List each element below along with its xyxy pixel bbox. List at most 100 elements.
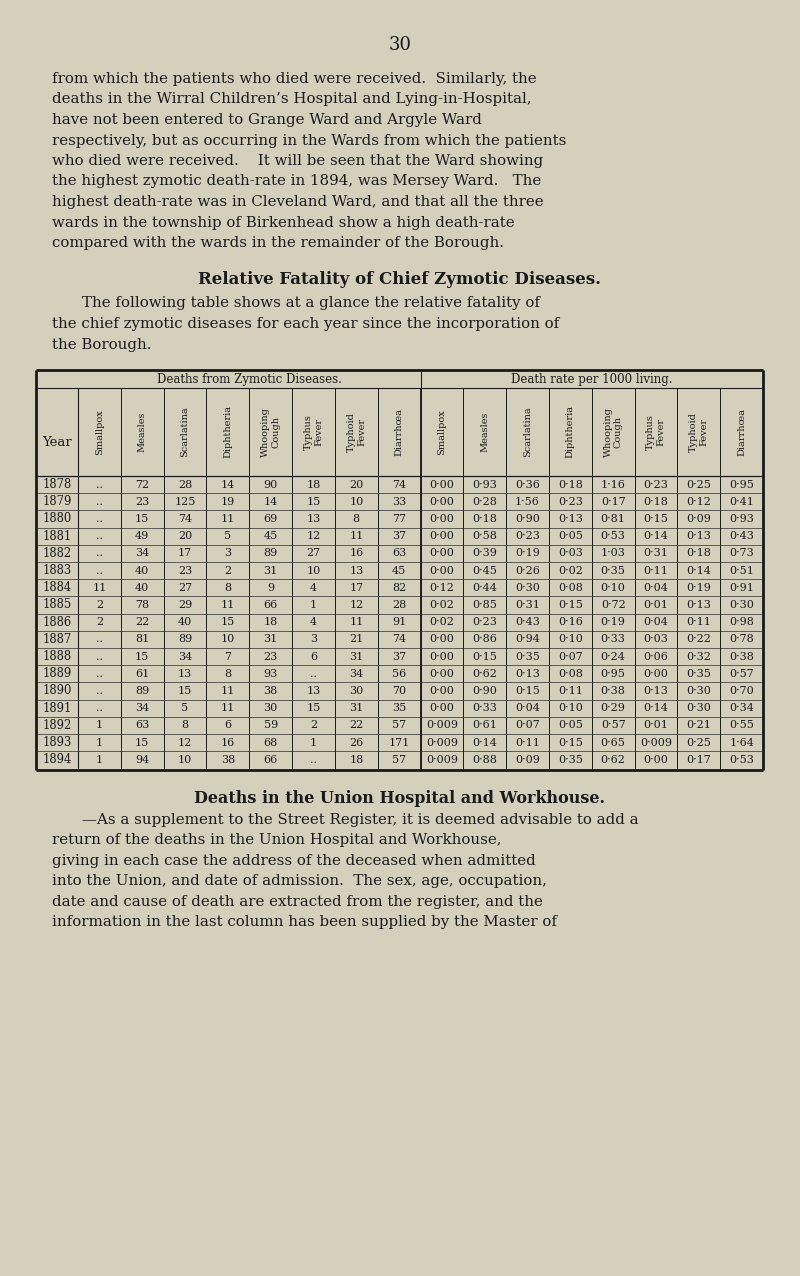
- Text: ..: ..: [310, 755, 317, 764]
- Text: 0·90: 0·90: [515, 514, 540, 524]
- Text: 28: 28: [178, 480, 192, 490]
- Text: 0·70: 0·70: [730, 686, 754, 695]
- Text: 30: 30: [263, 703, 278, 713]
- Text: 29: 29: [178, 600, 192, 610]
- Text: 0·10: 0·10: [601, 583, 626, 593]
- Text: 0·35: 0·35: [686, 669, 711, 679]
- Text: 2: 2: [96, 618, 103, 628]
- Text: giving in each case the address of the deceased when admitted: giving in each case the address of the d…: [52, 854, 536, 868]
- Text: 74: 74: [178, 514, 192, 524]
- Text: 0·03: 0·03: [558, 549, 582, 559]
- Text: 0·57: 0·57: [601, 721, 626, 730]
- Text: 0·02: 0·02: [430, 618, 454, 628]
- Text: 0·11: 0·11: [558, 686, 582, 695]
- Text: 0·35: 0·35: [515, 652, 540, 661]
- Text: 0·93: 0·93: [729, 514, 754, 524]
- Text: 0·14: 0·14: [643, 703, 669, 713]
- Text: 0·03: 0·03: [643, 634, 669, 644]
- Text: 1: 1: [310, 738, 317, 748]
- Text: 0·15: 0·15: [515, 686, 540, 695]
- Text: 1879: 1879: [42, 495, 72, 508]
- Text: Measles: Measles: [138, 412, 146, 452]
- Text: Death rate per 1000 living.: Death rate per 1000 living.: [511, 373, 673, 385]
- Text: 59: 59: [263, 721, 278, 730]
- Text: 0·98: 0·98: [729, 618, 754, 628]
- Text: 0·08: 0·08: [558, 583, 582, 593]
- Text: 0·08: 0·08: [558, 669, 582, 679]
- Text: 0·95: 0·95: [729, 480, 754, 490]
- Text: 0·72: 0·72: [601, 600, 626, 610]
- Text: 28: 28: [392, 600, 406, 610]
- Text: 26: 26: [349, 738, 363, 748]
- Text: Year: Year: [42, 436, 72, 449]
- Text: 9: 9: [267, 583, 274, 593]
- Text: 0·95: 0·95: [601, 669, 626, 679]
- Text: Typhoid
Fever: Typhoid Fever: [689, 412, 709, 452]
- Text: 13: 13: [349, 565, 363, 575]
- Text: 0·15: 0·15: [472, 652, 497, 661]
- Text: 125: 125: [174, 496, 196, 507]
- Text: 38: 38: [263, 686, 278, 695]
- Text: 57: 57: [392, 721, 406, 730]
- Text: 0·86: 0·86: [472, 634, 497, 644]
- Text: 1883: 1883: [42, 564, 71, 577]
- Text: Relative Fatality of Chief Zymotic Diseases.: Relative Fatality of Chief Zymotic Disea…: [198, 271, 602, 287]
- Text: 0·00: 0·00: [430, 686, 454, 695]
- Text: 0·23: 0·23: [558, 496, 582, 507]
- Text: ..: ..: [96, 652, 103, 661]
- Text: 0·19: 0·19: [515, 549, 540, 559]
- Text: 0·26: 0·26: [515, 565, 540, 575]
- Text: 0·29: 0·29: [601, 703, 626, 713]
- Text: 1878: 1878: [42, 478, 72, 491]
- Text: 0·19: 0·19: [686, 583, 711, 593]
- Text: 1882: 1882: [42, 547, 71, 560]
- Text: wards in the township of Birkenhead show a high death-rate: wards in the township of Birkenhead show…: [52, 216, 514, 230]
- Text: 74: 74: [392, 634, 406, 644]
- Text: 16: 16: [349, 549, 363, 559]
- Text: 15: 15: [135, 514, 150, 524]
- Text: 37: 37: [392, 652, 406, 661]
- Text: 1·64: 1·64: [729, 738, 754, 748]
- Text: 0·00: 0·00: [430, 514, 454, 524]
- Text: 11: 11: [221, 686, 235, 695]
- Text: 11: 11: [92, 583, 106, 593]
- Text: ..: ..: [96, 634, 103, 644]
- Text: 0·00: 0·00: [643, 755, 669, 764]
- Text: 0·28: 0·28: [472, 496, 497, 507]
- Text: 66: 66: [263, 600, 278, 610]
- Text: 0·17: 0·17: [686, 755, 711, 764]
- Text: have not been entered to Grange Ward and Argyle Ward: have not been entered to Grange Ward and…: [52, 114, 482, 128]
- Text: 1: 1: [96, 721, 103, 730]
- Text: 0·25: 0·25: [686, 480, 711, 490]
- Text: 2: 2: [96, 600, 103, 610]
- Text: 37: 37: [392, 531, 406, 541]
- Text: 0·12: 0·12: [430, 583, 454, 593]
- Text: 14: 14: [221, 480, 235, 490]
- Text: 0·32: 0·32: [686, 652, 711, 661]
- Text: 15: 15: [306, 703, 321, 713]
- Text: 35: 35: [392, 703, 406, 713]
- Text: 13: 13: [306, 514, 321, 524]
- Text: 0·15: 0·15: [643, 514, 669, 524]
- Text: 0·35: 0·35: [601, 565, 626, 575]
- Text: 5: 5: [182, 703, 189, 713]
- Text: 0·13: 0·13: [686, 531, 711, 541]
- Text: 0·30: 0·30: [686, 686, 711, 695]
- Text: 0·00: 0·00: [430, 634, 454, 644]
- Text: 27: 27: [178, 583, 192, 593]
- Text: 11: 11: [221, 600, 235, 610]
- Text: 10: 10: [178, 755, 192, 764]
- Text: from which the patients who died were received.  Similarly, the: from which the patients who died were re…: [52, 71, 537, 85]
- Text: ..: ..: [96, 669, 103, 679]
- Text: 49: 49: [135, 531, 150, 541]
- Text: 0·53: 0·53: [729, 755, 754, 764]
- Text: Diarrhœa: Diarrhœa: [737, 408, 746, 456]
- Text: 0·61: 0·61: [472, 721, 497, 730]
- Text: 0·39: 0·39: [472, 549, 497, 559]
- Text: 0·33: 0·33: [601, 634, 626, 644]
- Text: 0·05: 0·05: [558, 721, 582, 730]
- Text: 0·34: 0·34: [729, 703, 754, 713]
- Text: 22: 22: [349, 721, 363, 730]
- Text: 0·10: 0·10: [558, 703, 582, 713]
- Text: 18: 18: [263, 618, 278, 628]
